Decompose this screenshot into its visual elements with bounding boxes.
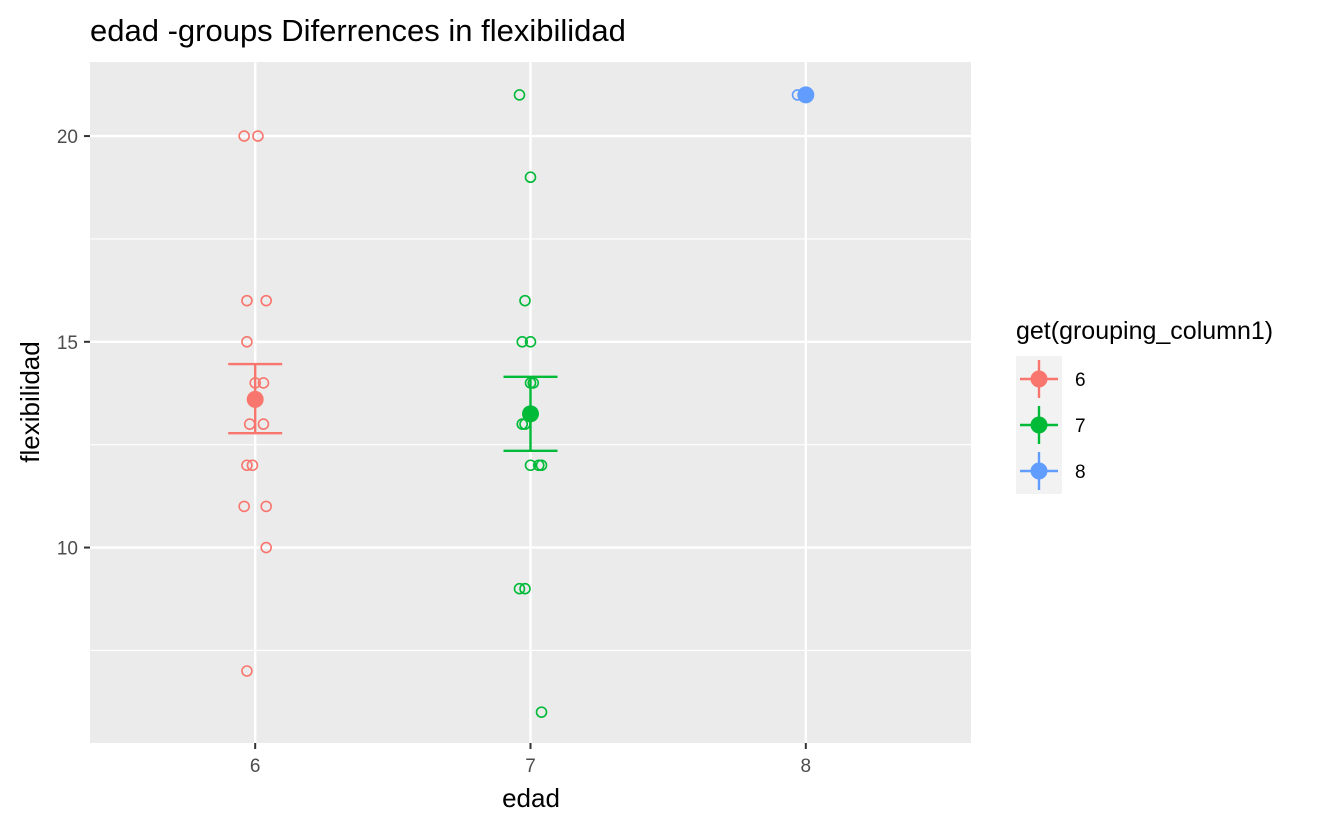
legend-label: 6 bbox=[1075, 370, 1086, 391]
grid-major bbox=[90, 62, 971, 743]
data-point bbox=[519, 294, 531, 307]
data-point bbox=[260, 500, 273, 513]
data-point bbox=[524, 336, 537, 348]
legend-label: 8 bbox=[1075, 462, 1086, 483]
data-point bbox=[260, 541, 273, 554]
legend-label: 7 bbox=[1075, 416, 1086, 437]
data-point bbox=[238, 500, 250, 513]
data-point bbox=[513, 582, 526, 595]
y-tick-label: 15 bbox=[57, 333, 78, 354]
data-point bbox=[241, 459, 253, 472]
data-point bbox=[252, 130, 264, 142]
summary-layer bbox=[228, 86, 815, 453]
legend-key-point bbox=[1030, 416, 1048, 434]
data-point bbox=[246, 459, 259, 472]
y-axis: 10 15 20 bbox=[57, 127, 90, 560]
mean-point bbox=[522, 405, 539, 423]
legend-title: get(grouping_column1) bbox=[1016, 317, 1273, 345]
x-tick-label: 6 bbox=[250, 756, 261, 777]
data-point bbox=[524, 459, 537, 472]
y-axis-title: flexibilidad bbox=[15, 341, 45, 462]
data-point bbox=[535, 459, 548, 472]
legend-items: 6 7 8 bbox=[1016, 356, 1086, 494]
data-point bbox=[257, 418, 270, 430]
data-point bbox=[241, 294, 253, 307]
legend-key-point bbox=[1030, 462, 1048, 480]
mean-point bbox=[797, 86, 815, 104]
y-tick-label: 10 bbox=[57, 539, 78, 560]
legend-key-point bbox=[1030, 370, 1048, 388]
data-point bbox=[257, 377, 270, 389]
data-point bbox=[513, 89, 526, 101]
data-point bbox=[516, 336, 529, 348]
data-points bbox=[238, 89, 804, 718]
x-tick-label: 7 bbox=[525, 756, 536, 777]
data-point bbox=[241, 336, 253, 348]
y-tick-label: 20 bbox=[57, 127, 78, 148]
x-axis: 6 7 8 bbox=[250, 743, 811, 777]
mean-point bbox=[246, 390, 264, 408]
data-point bbox=[241, 665, 253, 677]
data-point bbox=[535, 706, 548, 718]
data-point bbox=[519, 582, 531, 595]
chart-title: edad -groups Diferrences in flexibilidad bbox=[90, 13, 626, 48]
x-tick-label: 8 bbox=[801, 756, 812, 777]
x-axis-title: edad bbox=[502, 783, 560, 813]
data-point bbox=[238, 130, 250, 142]
legend: get(grouping_column1) 6 7 8 bbox=[1016, 317, 1273, 494]
data-point bbox=[260, 294, 273, 307]
data-point bbox=[524, 171, 537, 184]
